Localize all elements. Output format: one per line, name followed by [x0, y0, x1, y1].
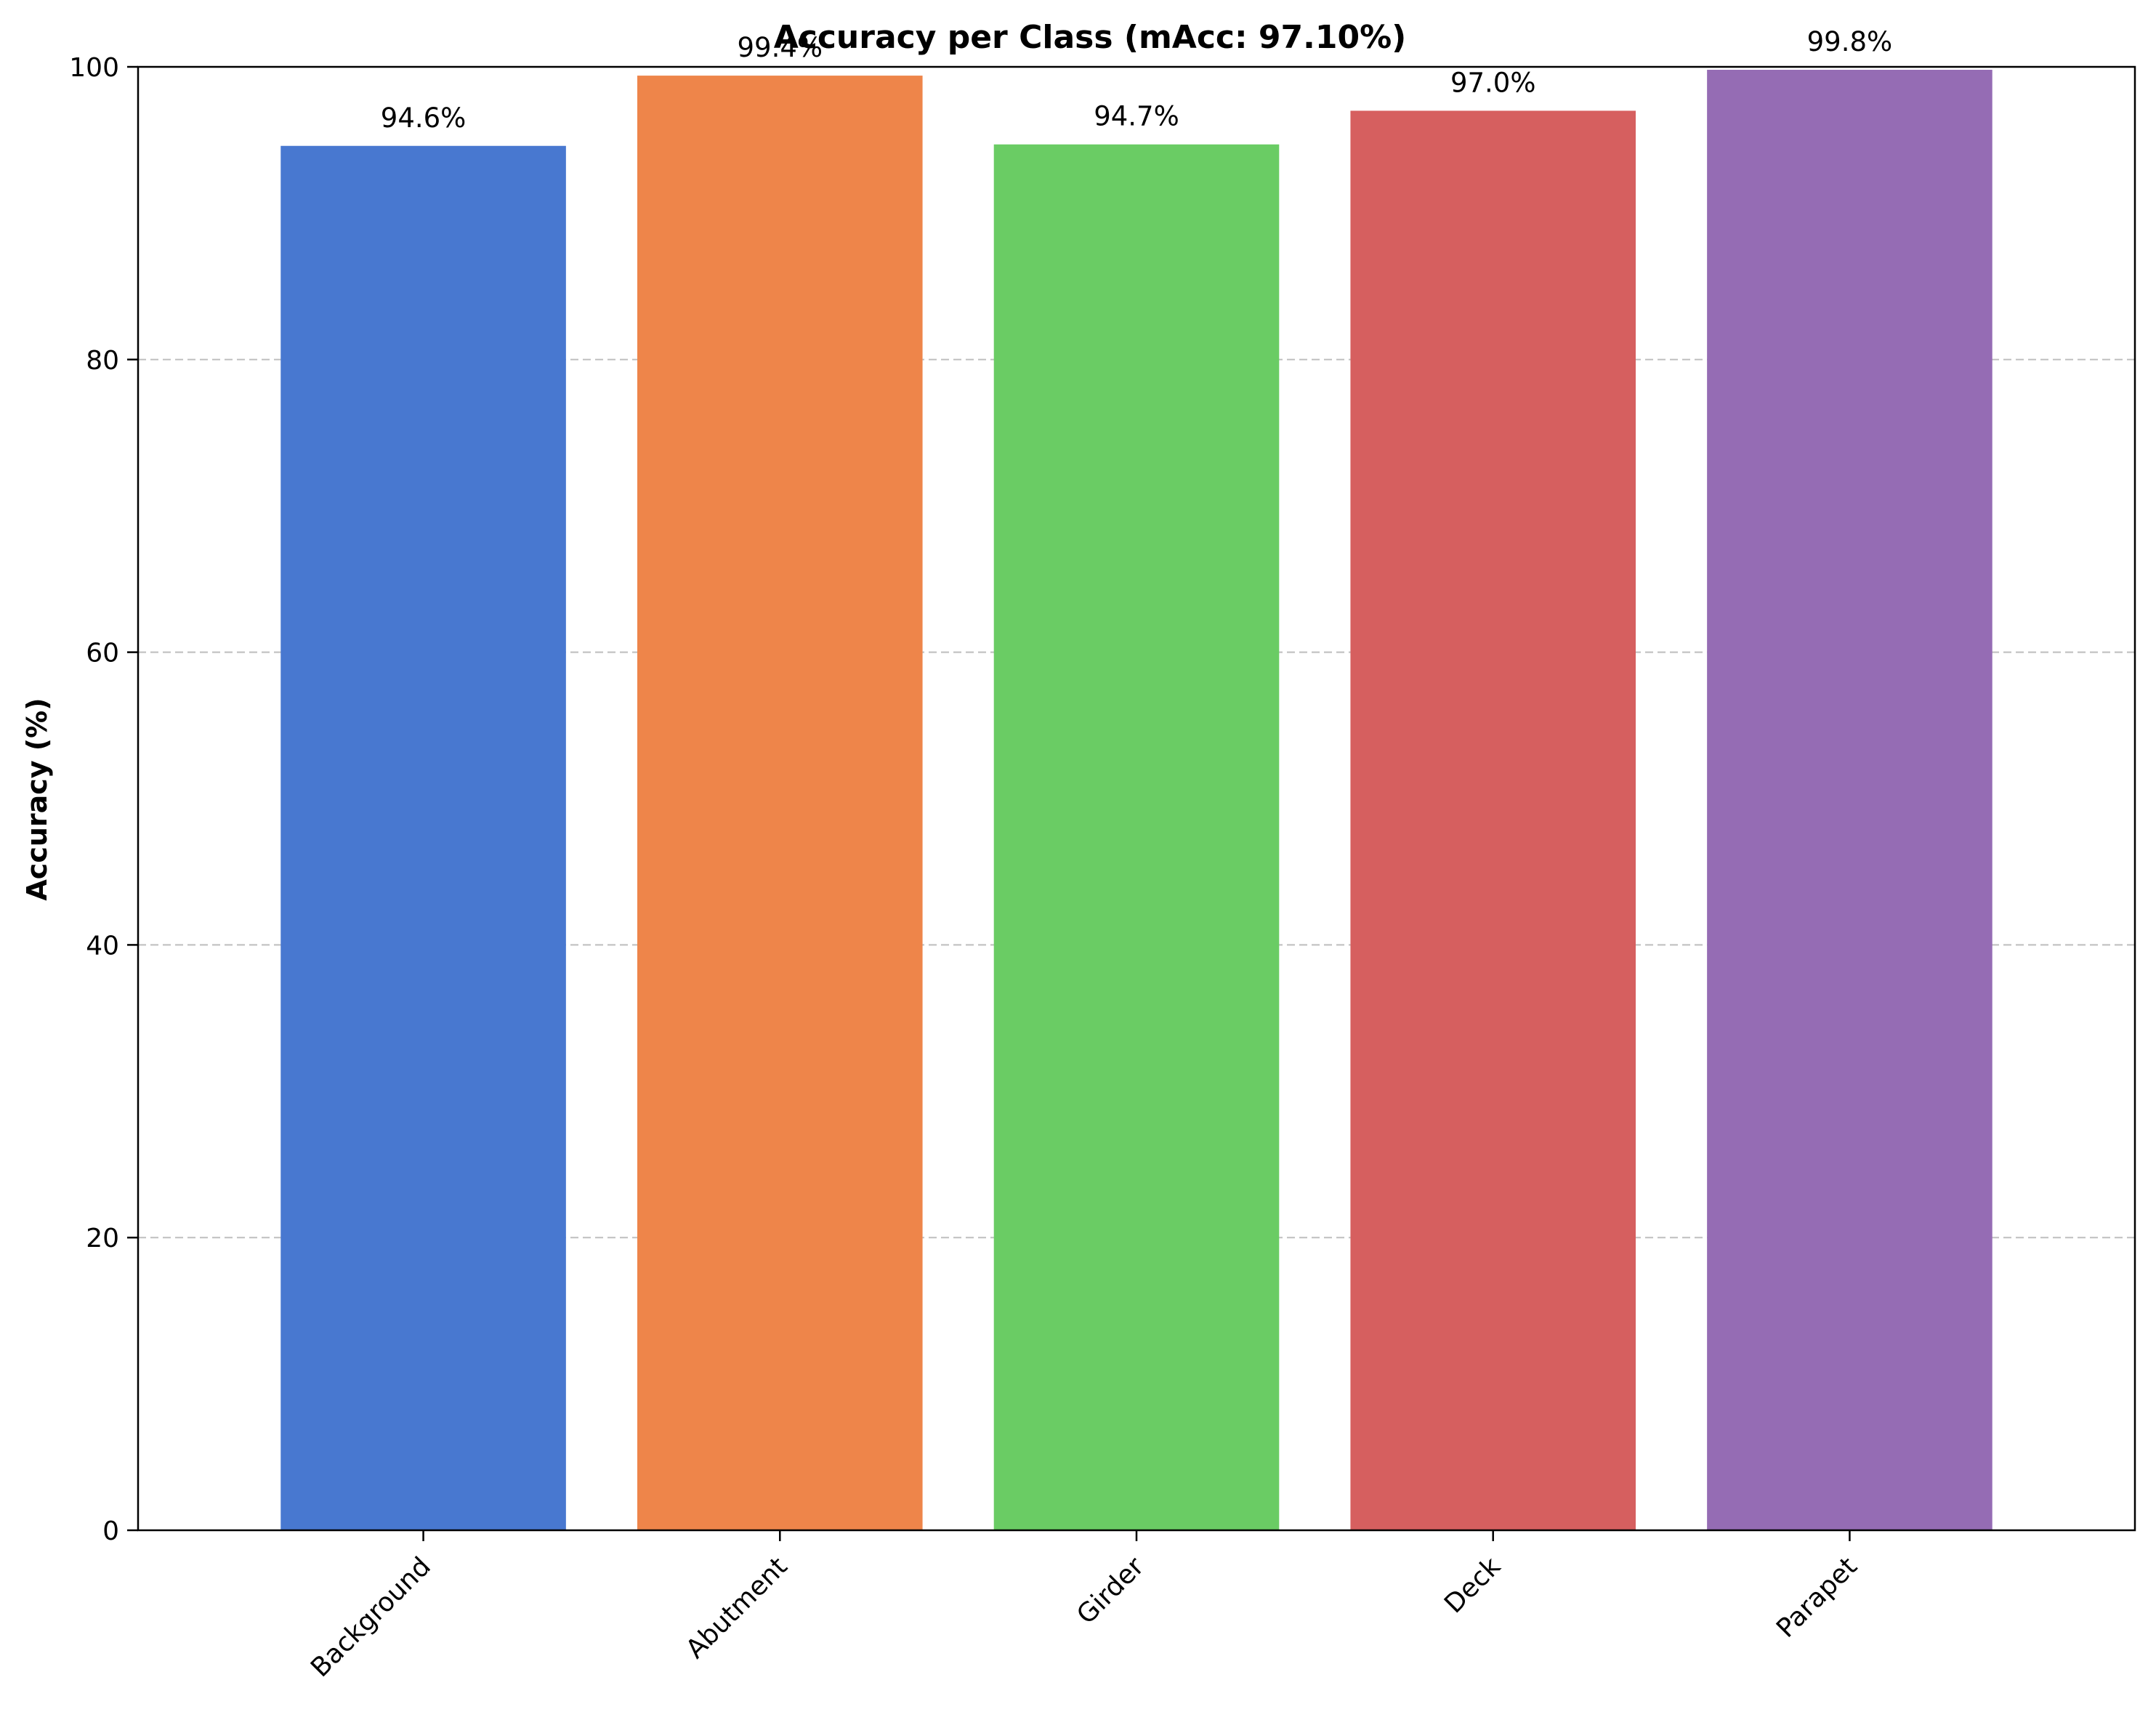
bar-parapet: [1707, 70, 1993, 1531]
axes: [127, 65, 2136, 1541]
y-tick-label: 40: [86, 931, 119, 961]
chart-title: Accuracy per Class (mAcc: 97.10%): [774, 19, 1407, 56]
y-tick-label: 0: [102, 1516, 119, 1546]
x-tick-label: Girder: [1071, 1551, 1150, 1630]
value-label: 99.4%: [738, 32, 823, 63]
x-tick-label: Deck: [1439, 1551, 1506, 1619]
x-tick-label: Background: [305, 1551, 437, 1683]
value-label: 99.8%: [1807, 26, 1893, 57]
plot-frame: [137, 65, 2136, 1532]
bar-abutment: [637, 76, 923, 1531]
y-tick-label: 100: [69, 53, 119, 83]
y-tick-label: 80: [86, 346, 119, 376]
bar-deck: [1350, 110, 1636, 1530]
y-tick-label: 20: [86, 1224, 119, 1253]
bars: [280, 70, 1993, 1531]
value-label: 94.7%: [1094, 101, 1179, 132]
value-label: 94.6%: [381, 102, 467, 134]
y-tick-label: 60: [86, 639, 119, 668]
bar-girder: [993, 144, 1280, 1531]
bar-background: [280, 145, 566, 1531]
y-axis-label: Accuracy (%): [21, 698, 53, 900]
x-tick-label: Abutment: [680, 1551, 793, 1664]
x-tick-label: Parapet: [1771, 1551, 1863, 1644]
value-label: 97.0%: [1450, 67, 1536, 98]
